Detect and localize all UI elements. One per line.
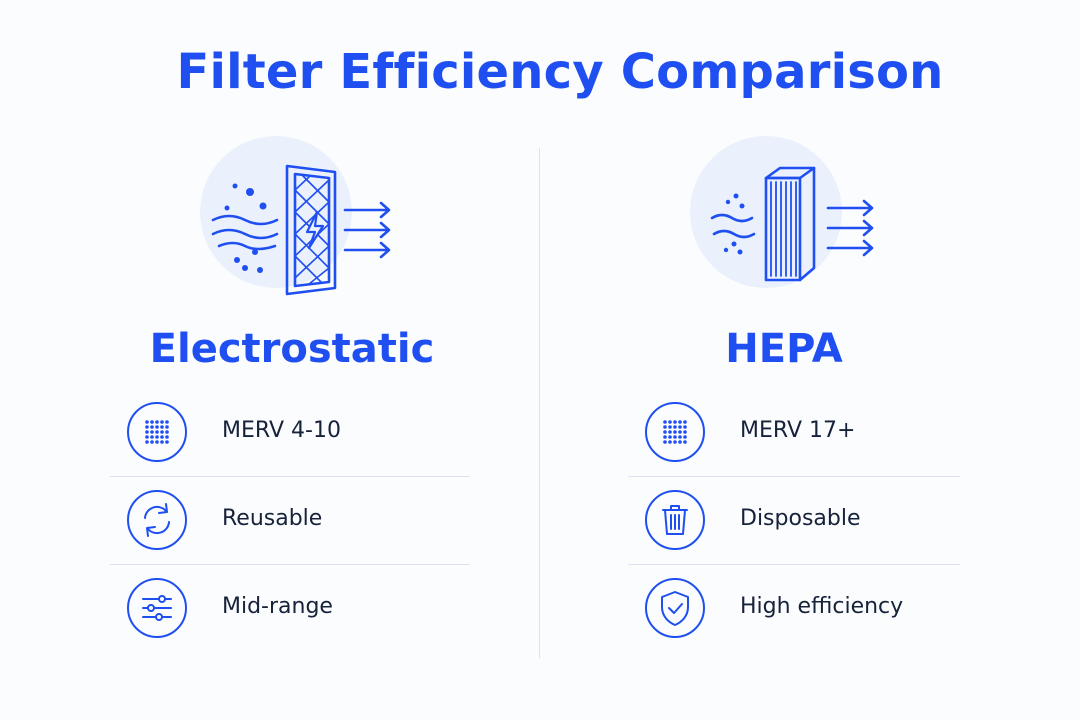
dot-grid-icon: [645, 402, 705, 462]
hepa-feature-merv: MERV 17+: [628, 388, 960, 477]
page-title: Filter Efficiency Comparison: [176, 44, 944, 100]
disposable-label: Disposable: [740, 506, 861, 531]
reusable-label: Reusable: [222, 506, 323, 531]
sliders-icon: [127, 578, 187, 638]
electrostatic-filter-icon: [211, 164, 391, 296]
merv-label: MERV 17+: [740, 418, 856, 443]
electrostatic-feature-midrange: Mid-range: [110, 564, 470, 652]
midrange-label: Mid-range: [222, 594, 333, 619]
electrostatic-column: Electrostatic MERV 4-10 Reusable: [110, 136, 470, 652]
hepa-feature-disposable: Disposable: [628, 476, 960, 565]
electrostatic-feature-reusable: Reusable: [110, 476, 470, 565]
shield-check-icon: [645, 578, 705, 638]
hepa-heading: HEPA: [725, 326, 843, 372]
trash-icon: [645, 490, 705, 550]
hepa-filter-icon: [710, 166, 874, 282]
electrostatic-hero-circle: [200, 136, 352, 288]
dot-grid-icon: [127, 402, 187, 462]
center-divider: [539, 148, 540, 658]
electrostatic-heading: Electrostatic: [149, 326, 435, 372]
merv-label: MERV 4-10: [222, 418, 341, 443]
hepa-column: HEPA MERV 17+ Disposable: [540, 0, 1080, 720]
hepa-feature-high-efficiency: High efficiency: [628, 564, 960, 652]
recycle-arrows-icon: [127, 490, 187, 550]
electrostatic-feature-merv: MERV 4-10: [110, 388, 470, 477]
high-efficiency-label: High efficiency: [740, 594, 904, 619]
